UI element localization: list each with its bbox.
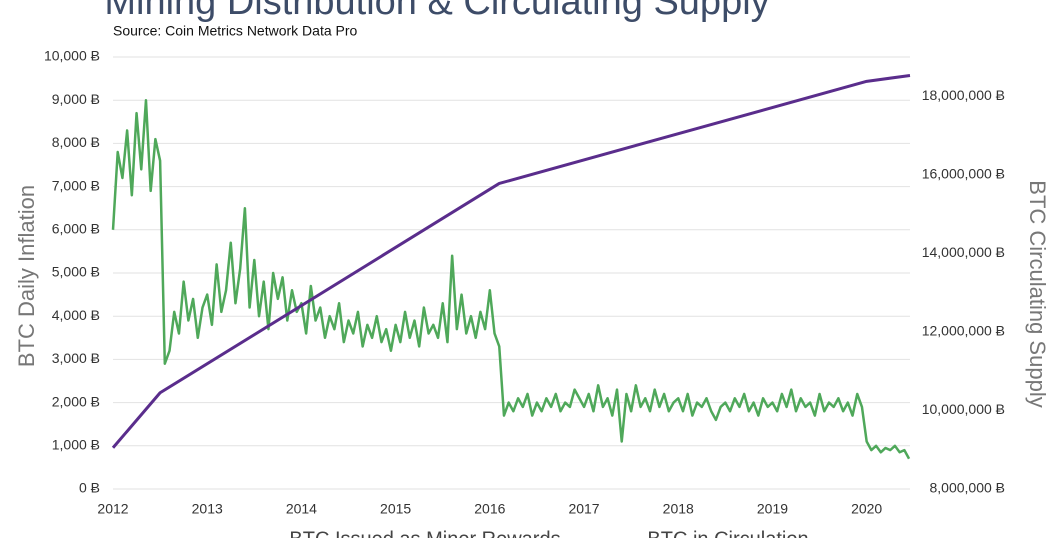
x-tick-label: 2017 xyxy=(568,501,599,517)
y-tick-label: 8,000 Ƀ xyxy=(52,134,100,150)
y-tick-label: 5,000 Ƀ xyxy=(52,264,100,280)
y-axis-title: BTC Daily Inflation xyxy=(14,185,39,367)
y2-tick-label: 8,000,000 Ƀ xyxy=(929,480,1005,496)
y-tick-label: 6,000 Ƀ xyxy=(52,221,100,237)
y2-tick-label: 14,000,000 Ƀ xyxy=(922,244,1005,260)
legend-label: BTC in Circulation xyxy=(647,528,808,538)
y2-axis-title: BTC Circulating Supply xyxy=(1025,180,1050,407)
y2-tick-label: 16,000,000 Ƀ xyxy=(922,166,1005,182)
x-tick-label: 2016 xyxy=(474,501,505,517)
x-tick-label: 2015 xyxy=(380,501,411,517)
y-tick-label: 9,000 Ƀ xyxy=(52,91,100,107)
x-tick-label: 2014 xyxy=(286,501,317,517)
x-tick-label: 2020 xyxy=(851,501,882,517)
y-tick-label: 0 Ƀ xyxy=(79,480,100,496)
chart-subtitle: Source: Coin Metrics Network Data Pro xyxy=(113,23,358,39)
legend-label: BTC Issued as Miner Rewards xyxy=(289,528,560,538)
y2-tick-label: 18,000,000 Ƀ xyxy=(922,87,1005,103)
y-tick-label: 1,000 Ƀ xyxy=(52,437,100,453)
chart-title: Mining Distribution & Circulating Supply xyxy=(104,0,769,23)
y2-tick-label: 12,000,000 Ƀ xyxy=(922,323,1005,339)
x-tick-label: 2012 xyxy=(97,501,128,517)
y2-tick-label: 10,000,000 Ƀ xyxy=(922,401,1005,417)
y-tick-label: 3,000 Ƀ xyxy=(52,350,100,366)
x-tick-label: 2018 xyxy=(663,501,694,517)
x-tick-label: 2019 xyxy=(757,501,788,517)
y-tick-label: 7,000 Ƀ xyxy=(52,177,100,193)
series-line xyxy=(111,98,911,460)
y-tick-label: 4,000 Ƀ xyxy=(52,307,100,323)
y-tick-label: 10,000 Ƀ xyxy=(44,48,100,64)
x-tick-label: 2013 xyxy=(192,501,223,517)
y-tick-label: 2,000 Ƀ xyxy=(52,393,100,409)
series-line xyxy=(111,73,911,449)
